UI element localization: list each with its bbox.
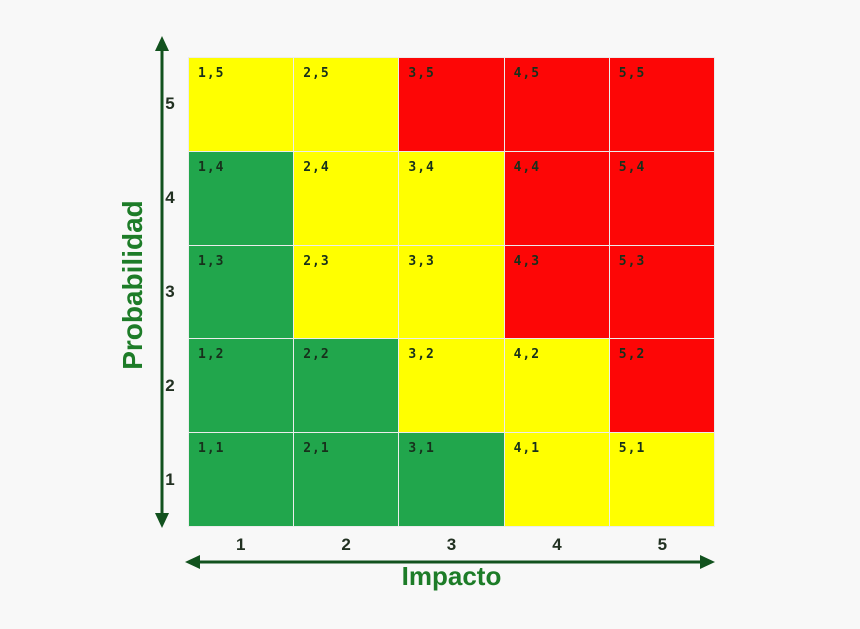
x-axis-title: Impacto bbox=[401, 561, 502, 591]
matrix-cell-4-4: 4,4 bbox=[504, 151, 609, 245]
matrix-cell-3-2: 3,2 bbox=[399, 339, 504, 433]
y-tick-1: 1 bbox=[165, 470, 175, 489]
matrix-cell-label: 4,5 bbox=[513, 66, 541, 81]
matrix-cell-label: 2,3 bbox=[303, 253, 330, 269]
matrix-cell-2-1: 2,1 bbox=[294, 433, 399, 526]
matrix-cell-label: 4,4 bbox=[513, 159, 541, 175]
matrix-cell-2-2: 2,2 bbox=[294, 339, 399, 433]
x-tick-1: 1 bbox=[235, 535, 246, 554]
x-tick-3: 3 bbox=[446, 535, 457, 554]
matrix-cell-label: 2,1 bbox=[303, 441, 330, 457]
y-tick-5: 5 bbox=[165, 94, 175, 113]
matrix-cell-label: 3,3 bbox=[408, 253, 435, 269]
matrix-cell-label: 5,5 bbox=[618, 66, 646, 81]
matrix-cell-3-3: 3,3 bbox=[399, 245, 504, 339]
matrix-cell-3-5: 3,5 bbox=[399, 58, 504, 151]
matrix-cell-label: 3,1 bbox=[408, 441, 435, 457]
y-tick-3: 3 bbox=[165, 282, 175, 301]
matrix-cell-label: 4,2 bbox=[513, 347, 541, 363]
matrix-cell-label: 3,4 bbox=[408, 159, 435, 175]
matrix-cell-5-1: 5,1 bbox=[609, 433, 714, 526]
matrix-cell-1-4: 1,4 bbox=[189, 151, 294, 245]
matrix-cell-4-3: 4,3 bbox=[504, 245, 609, 339]
matrix-cell-label: 2,4 bbox=[303, 159, 330, 175]
y-axis-ticks: 5 4 3 2 1 bbox=[156, 57, 184, 527]
x-axis-ticks: 1 2 3 4 5 bbox=[188, 532, 715, 558]
matrix-cell-1-2: 1,2 bbox=[189, 339, 294, 433]
x-tick-5: 5 bbox=[657, 535, 668, 554]
risk-matrix-grid: 1,5 2,5 3,5 4,5 5,5 1,4 2,4 3,4 4,4 5,4 1,3 2,3 3,3 4… bbox=[188, 57, 715, 527]
matrix-cell-5-3: 5,3 bbox=[609, 245, 714, 339]
matrix-cell-5-5: 5,5 bbox=[609, 58, 714, 151]
matrix-cell-3-4: 3,4 bbox=[399, 151, 504, 245]
probability-axis-arrow-icon bbox=[155, 36, 169, 528]
matrix-cell-4-1: 4,1 bbox=[504, 433, 609, 526]
matrix-cell-4-2: 4,2 bbox=[504, 339, 609, 433]
matrix-cell-1-3: 1,3 bbox=[189, 245, 294, 339]
matrix-cell-5-4: 5,4 bbox=[609, 151, 714, 245]
matrix-cell-3-1: 3,1 bbox=[399, 433, 504, 526]
matrix-cell-label: 4,1 bbox=[513, 441, 541, 457]
matrix-cell-label: 1,3 bbox=[198, 253, 225, 269]
matrix-cell-label: 1,4 bbox=[198, 159, 225, 175]
matrix-cell-label: 1,1 bbox=[198, 441, 225, 457]
y-tick-4: 4 bbox=[165, 188, 175, 207]
impact-axis-arrow-icon bbox=[185, 555, 715, 569]
y-axis-title: Probabilidad bbox=[117, 200, 148, 370]
matrix-cell-label: 5,2 bbox=[618, 347, 646, 363]
matrix-cell-2-3: 2,3 bbox=[294, 245, 399, 339]
x-tick-4: 4 bbox=[552, 535, 562, 554]
x-tick-2: 2 bbox=[341, 535, 351, 554]
matrix-cell-label: 5,4 bbox=[618, 159, 646, 175]
matrix-cell-label: 2,5 bbox=[303, 66, 330, 81]
matrix-cell-1-1: 1,1 bbox=[189, 433, 294, 526]
matrix-cell-label: 3,5 bbox=[408, 66, 435, 81]
matrix-cell-5-2: 5,2 bbox=[609, 339, 714, 433]
matrix-cell-label: 1,5 bbox=[198, 66, 225, 81]
y-tick-2: 2 bbox=[165, 376, 175, 395]
matrix-cell-label: 1,2 bbox=[198, 347, 225, 363]
matrix-cell-label: 3,2 bbox=[408, 347, 435, 363]
matrix-cell-label: 4,3 bbox=[513, 253, 541, 269]
matrix-cell-label: 5,1 bbox=[618, 441, 646, 457]
matrix-cell-label: 2,2 bbox=[303, 347, 330, 363]
matrix-cell-2-5: 2,5 bbox=[294, 58, 399, 151]
matrix-cell-2-4: 2,4 bbox=[294, 151, 399, 245]
matrix-cell-1-5: 1,5 bbox=[189, 58, 294, 151]
matrix-cell-label: 5,3 bbox=[618, 253, 646, 269]
matrix-cell-4-5: 4,5 bbox=[504, 58, 609, 151]
